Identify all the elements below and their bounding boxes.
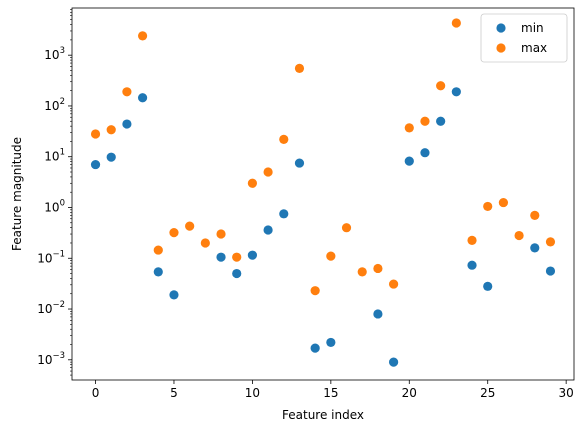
point-max (514, 230, 524, 241)
point-min (310, 343, 320, 353)
point-min (467, 260, 477, 270)
point-max (216, 229, 226, 239)
x-axis-ticks: 0 5 10 15 20 25 30 (92, 380, 574, 400)
point-max (185, 221, 195, 231)
point-min (216, 252, 226, 262)
point-max (436, 81, 446, 91)
legend-label-max: max (521, 41, 547, 55)
point-min (153, 267, 163, 277)
x-axis-label: Feature index (282, 408, 364, 422)
point-max (106, 125, 116, 135)
point-min (436, 116, 446, 126)
x-tick-label: 30 (559, 386, 574, 400)
point-max (357, 267, 367, 277)
point-min (326, 337, 336, 348)
point-min (263, 225, 273, 235)
point-max (169, 228, 179, 238)
y-tick-label: 10−3 (37, 351, 65, 367)
x-tick-label: 5 (170, 386, 178, 400)
point-min (279, 209, 289, 219)
plot-frame (71, 7, 575, 381)
point-max (279, 134, 289, 144)
point-min (404, 156, 414, 166)
point-max (373, 263, 383, 274)
point-min (483, 281, 493, 291)
point-min (247, 250, 258, 260)
point-max (341, 223, 352, 233)
y-tick-label: 100 (44, 198, 65, 214)
y-tick-label: 10−1 (37, 249, 65, 265)
point-min (137, 93, 148, 103)
y-tick-label: 102 (44, 97, 65, 113)
point-max (467, 235, 477, 245)
y-tick-label: 103 (44, 46, 65, 62)
x-tick-label: 25 (480, 386, 495, 400)
legend-label-min: min (521, 21, 544, 35)
point-min (420, 148, 430, 158)
point-max (200, 238, 210, 248)
y-tick-label: 10−2 (37, 300, 65, 316)
point-max (530, 210, 540, 220)
point-min (106, 152, 116, 162)
point-min (122, 119, 132, 129)
point-min (545, 266, 556, 276)
data-points (90, 18, 556, 367)
x-tick-label: 20 (402, 386, 417, 400)
point-min (451, 87, 461, 97)
point-min (373, 309, 383, 319)
legend: min max (480, 13, 568, 63)
point-min (169, 290, 179, 300)
point-min (294, 158, 305, 168)
point-max (247, 178, 258, 188)
point-max (404, 123, 414, 133)
point-min (232, 268, 242, 279)
point-min (90, 159, 101, 170)
y-axis-label: Feature magnitude (10, 137, 24, 251)
point-max (483, 201, 493, 212)
point-max (326, 251, 336, 261)
point-max (545, 237, 556, 247)
point-max (310, 286, 320, 296)
point-max (451, 18, 461, 28)
point-max (388, 279, 399, 289)
point-max (294, 63, 305, 73)
point-min (388, 357, 399, 367)
y-axis-ticks: 10−3 10−2 10−1 100 101 102 103 (37, 9, 72, 376)
x-tick-label: 0 (92, 386, 100, 400)
point-min (530, 243, 540, 253)
x-tick-label: 15 (323, 386, 338, 400)
y-tick-label: 101 (44, 148, 65, 164)
point-max (232, 252, 242, 262)
legend-marker-min (496, 23, 506, 33)
legend-marker-max (496, 43, 506, 53)
point-max (90, 129, 101, 139)
point-max (153, 245, 163, 255)
point-max (420, 116, 430, 126)
x-tick-label: 10 (245, 386, 260, 400)
point-max (263, 167, 273, 177)
point-max (498, 197, 509, 208)
point-max (137, 31, 148, 41)
point-max (122, 87, 132, 97)
